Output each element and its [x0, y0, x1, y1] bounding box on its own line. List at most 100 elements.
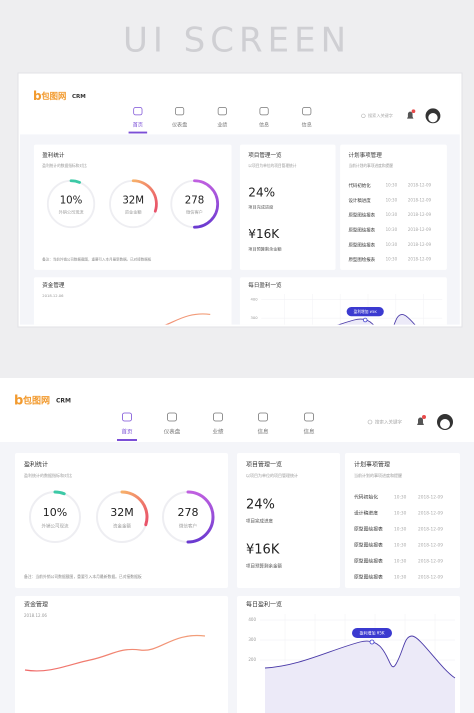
card-title: 资金管理: [24, 601, 48, 609]
plan-name: 原型图绘报表: [349, 256, 376, 263]
stat-label: 项目完成进度: [246, 518, 273, 525]
card: [345, 453, 460, 588]
nav-icon: [213, 412, 223, 422]
bell[interactable]: [406, 111, 414, 119]
card-subtitle: 当前计划的事项进度和提醒: [354, 472, 402, 478]
plan-time: 10:30: [386, 197, 398, 202]
plan-date: 2018-12-09: [418, 495, 443, 501]
ring-label: 外销公司现流: [59, 208, 84, 214]
nav-item[interactable]: 首页: [121, 428, 133, 436]
nav-item[interactable]: 业绩: [217, 122, 227, 129]
plan-name: 原型图绘报表: [354, 558, 383, 565]
card-title: 资金管理: [42, 281, 65, 289]
plan-time: 10:30: [394, 575, 407, 581]
ring-label: 微信客户: [186, 208, 203, 214]
tooltip-text: 盈利增加 ¥5K: [360, 630, 385, 636]
ring-arc: [193, 179, 219, 229]
ring-value: 10%: [43, 506, 67, 519]
y-tick-label: 400: [248, 617, 256, 622]
plan-date: 2018-12-09: [418, 511, 443, 517]
tooltip: [352, 628, 392, 638]
nav-icon: [302, 107, 312, 116]
plan-name: 原型图绘报表: [354, 574, 383, 581]
ring-value: 278: [178, 506, 199, 519]
profit-area: [338, 314, 415, 325]
ring-value: 32M: [122, 195, 144, 206]
dashboard-preview: b 包图网 CRM 首页 仪表盘 业绩 信息 信息 搜索入关键字盈利统计盈利统计的数据指标和对比…: [20, 75, 460, 325]
plan-name: 原型图绘报表: [354, 526, 383, 533]
card: [340, 144, 447, 270]
nav-item[interactable]: 信息: [303, 428, 315, 436]
plan-time: 10:30: [386, 257, 398, 262]
search-icon: [361, 113, 366, 118]
card: [15, 596, 228, 713]
plan-name: 设计稿进度: [354, 510, 378, 517]
logo-mark: b: [14, 394, 23, 409]
ring-value: 10%: [60, 195, 83, 206]
plan-name: 设计稿进度: [349, 197, 372, 204]
stat-value: 24%: [248, 185, 275, 199]
header: [20, 75, 460, 135]
profit-line: [337, 314, 416, 325]
nav-item[interactable]: 业绩: [212, 428, 224, 436]
card-title: 项目管理一览: [248, 151, 282, 159]
plan-date: 2018-12-09: [418, 559, 443, 565]
plan-time: 10:30: [394, 511, 407, 517]
ring-arc: [131, 179, 158, 213]
card-date: 2018.12.06: [24, 613, 47, 618]
header: [0, 378, 474, 442]
nav-icon: [258, 412, 268, 422]
ring-value: 32M: [110, 506, 134, 519]
nav-item[interactable]: 首页: [133, 122, 143, 129]
card: [239, 277, 447, 325]
card-title: 计划事项管理: [354, 461, 390, 469]
nav-icon: [259, 107, 269, 116]
plan-time: 10:30: [394, 527, 407, 533]
bell[interactable]: [417, 417, 424, 426]
card: [15, 453, 228, 588]
nav-underline: [117, 439, 137, 441]
plan-time: 10:30: [386, 212, 398, 217]
y-tick-label: 300: [250, 316, 258, 320]
search-input[interactable]: 搜索入关键字: [375, 419, 402, 426]
plan-date: 2018-12-09: [408, 212, 432, 217]
card: [237, 453, 340, 588]
nav-item[interactable]: 信息: [257, 428, 269, 436]
badge: [422, 415, 426, 419]
stat-value: ¥16K: [248, 227, 280, 241]
nav-item[interactable]: 信息: [302, 122, 312, 129]
ring-arc: [53, 490, 66, 496]
nav-underline: [128, 131, 148, 134]
plan-date: 2018-12-09: [418, 527, 443, 533]
stat-value: 24%: [246, 498, 275, 513]
nav-item[interactable]: 仪表盘: [164, 428, 181, 436]
stat-value: ¥16K: [246, 543, 280, 558]
plan-name: 原型图绘报表: [349, 241, 376, 248]
search-input[interactable]: 搜索入关键字: [368, 112, 393, 118]
profit-line: [264, 635, 456, 679]
avatar-face: [428, 113, 438, 123]
profit-area: [265, 636, 455, 713]
card-subtitle: 盈利统计的数据指标和对比: [42, 163, 87, 168]
ring-value: 278: [185, 195, 204, 206]
plan-name: 原型图绘报表: [354, 542, 383, 549]
card-title: 盈利统计: [42, 151, 65, 159]
plan-name: 代码初始化: [349, 182, 372, 189]
plan-time: 10:30: [386, 227, 398, 232]
nav-icon: [122, 412, 132, 422]
plan-date: 2018-12-09: [408, 182, 432, 187]
card-subtitle: 当前计划的事项进度和提醒: [349, 163, 394, 168]
nav-item[interactable]: 信息: [259, 122, 269, 129]
logo: 包图网: [22, 395, 50, 407]
nav-icon: [175, 107, 185, 116]
y-tick-label: 400: [250, 298, 258, 302]
nav-icon: [133, 107, 143, 116]
nav-item[interactable]: 仪表盘: [172, 122, 187, 129]
card-note: 备注：当前外销公司数据截图，重要引入本月最新数据。已对接数据板: [42, 257, 151, 262]
plan-name: 代码初始化: [354, 494, 378, 501]
tooltip-text: 盈利增加 ¥5K: [354, 309, 378, 314]
ring-label: 资金金额: [113, 523, 131, 530]
card: [239, 144, 336, 270]
plan-date: 2018-12-09: [418, 575, 443, 581]
page-title: UI SCREEN: [123, 21, 351, 61]
